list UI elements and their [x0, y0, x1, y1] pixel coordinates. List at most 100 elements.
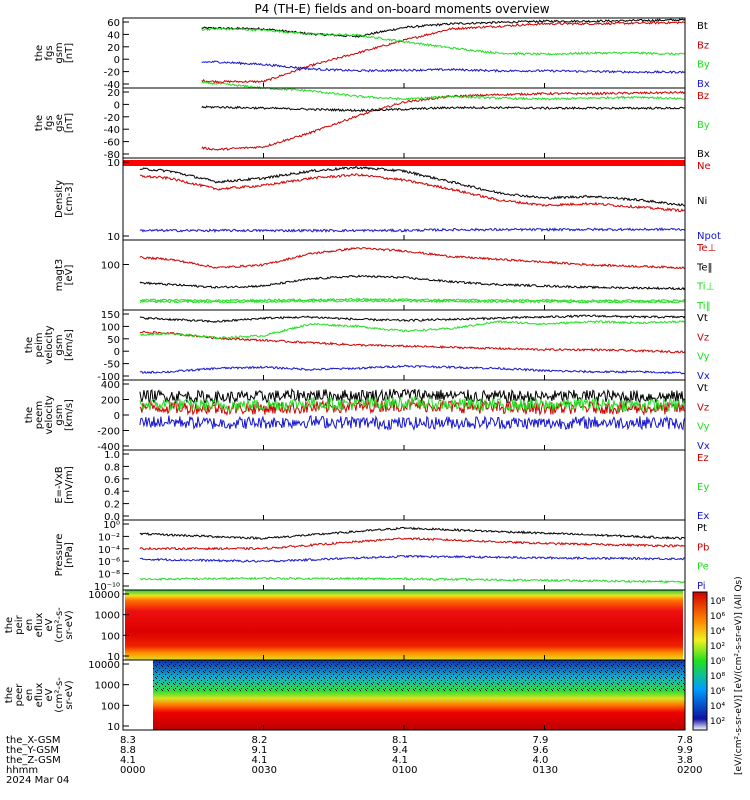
- ytick-label: 10⁰: [103, 520, 120, 531]
- series-Ni: [139, 165, 686, 207]
- xaxis-row-label: the_Z-GSM: [6, 755, 61, 766]
- ytick-label: -50: [104, 360, 120, 371]
- xaxis-row-label: hhmm: [6, 765, 38, 776]
- xaxis-value: 7.9: [533, 735, 549, 746]
- legend-Te⊥: Te⊥: [696, 243, 716, 254]
- xaxis-value: 4.1: [392, 755, 408, 766]
- xaxis-value: 4.1: [120, 755, 136, 766]
- panel-3: Density[cm-3] 10 10 Ne Ni Npot: [54, 157, 721, 243]
- spectrogram: [125, 590, 683, 660]
- series-Vy: [139, 395, 686, 413]
- ytick-label: -80: [104, 150, 120, 161]
- ytick-label: 10: [107, 232, 120, 243]
- xaxis-value: 0200: [677, 765, 702, 776]
- ytick-label: 60: [107, 18, 120, 29]
- series-Vt: [139, 314, 686, 324]
- ytick-label: -20: [104, 113, 120, 124]
- series-Bx: [201, 60, 685, 75]
- legend-Npot: Npot: [697, 231, 721, 242]
- legend-By: By: [697, 60, 710, 71]
- ytick-label: 1.0: [104, 450, 120, 461]
- ytick-label: 10000: [88, 590, 120, 601]
- ytick-label: 200: [101, 396, 120, 407]
- ytick-label: 0: [114, 100, 120, 111]
- series-Vy: [139, 320, 685, 340]
- panel-5-ylabel: thepeimvelocitygsm[km/s]: [24, 325, 75, 364]
- xaxis-row-label: 2024 Mar 04: [6, 775, 69, 786]
- ytick-label: 100: [101, 322, 120, 333]
- series-Npot: [139, 227, 686, 234]
- xaxis-value: 9.6: [533, 745, 549, 756]
- ytick-label: 10⁻⁶: [98, 557, 120, 568]
- ytick-label: 0.8: [104, 462, 120, 473]
- series-Ne: [139, 172, 685, 213]
- legend-Vz: Vz: [697, 402, 709, 413]
- series-Vt: [139, 387, 686, 405]
- ytick-label: 100: [101, 631, 120, 642]
- ytick-label: 100: [101, 701, 120, 712]
- legend-Ez: Ez: [697, 453, 709, 464]
- panel-6-ylabel: thepeemvelocitygsm[km/s]: [24, 395, 75, 434]
- ytick-label: 1000: [95, 681, 120, 692]
- panel-4: magt3[eV] 100 Te⊥ Te‖ Ti⊥ Ti‖: [54, 239, 716, 312]
- legend-Ey: Ey: [697, 482, 709, 493]
- xaxis-value: 9.9: [677, 745, 693, 756]
- panel-9-ylabel: thepeirenefluxeV(cm²-s-sr-eV): [4, 607, 75, 643]
- ytick-label: 0.2: [104, 500, 120, 511]
- xaxis-value: 0000: [120, 765, 145, 776]
- colorbar-tick: 10²: [710, 642, 725, 652]
- panel-4-ylabel: magt3[eV]: [54, 259, 75, 292]
- ytick-label: 0.0: [104, 512, 120, 523]
- panel-10-ylabel: thepeerenefluxeV(cm²-s-sr-eV): [4, 677, 75, 713]
- legend-Bt: Bt: [697, 21, 708, 32]
- legend-Te‖: Te‖: [696, 262, 713, 273]
- ytick-label: -200: [97, 427, 120, 438]
- legend-Vy: Vy: [697, 422, 710, 433]
- ytick-label: -100: [97, 372, 120, 383]
- series-By: [201, 27, 685, 56]
- figure-title: P4 (TH-E) fields and on-board moments ov…: [254, 2, 549, 16]
- ytick-label: 1000: [95, 611, 120, 622]
- legend-Bz: Bz: [697, 91, 709, 102]
- ytick-label: 10: [107, 722, 120, 733]
- colorbar-tick: 10⁰: [710, 657, 725, 667]
- series-Bx: [201, 105, 685, 113]
- colorbar-fill: [692, 591, 708, 731]
- colorbar-tick: 10⁶: [710, 687, 725, 697]
- panel-9: thepeirenefluxeV(cm²-s-sr-eV) 10000 1000 10…: [4, 589, 686, 663]
- legend-Vt: Vt: [697, 383, 708, 394]
- series-Vz: [139, 330, 686, 354]
- series-Te‖: [139, 274, 686, 291]
- legend-Pt: Pt: [697, 523, 707, 534]
- ytick-label: 10⁻¹⁰: [94, 582, 120, 593]
- legend-Bx: Bx: [697, 149, 710, 160]
- ytick-label: 0: [114, 55, 120, 66]
- legend-Bz: Bz: [697, 40, 709, 51]
- legend-Ti⊥: Ti⊥: [696, 282, 714, 293]
- separator-band: [123, 160, 685, 166]
- xaxis-value: 4.0: [533, 755, 549, 766]
- colorbar-tick: 10⁶: [710, 612, 725, 622]
- panel-7: E=-VxB[mV/m] 1.00.8 0.60.4 0.20.0 Ez Ey Ex: [54, 449, 709, 523]
- colorbar-label: [eV/(cm²-s-sr-eV)] [eV/(cm²-s-sr-eV)] (A…: [734, 576, 744, 775]
- xaxis-value: 0030: [252, 765, 277, 776]
- panel-3-ylabel: Density[cm-3]: [54, 180, 75, 218]
- colorbar-tick: 10⁴: [710, 627, 725, 637]
- colorbar-tick: 10²: [710, 717, 725, 727]
- xaxis-value: 7.8: [677, 735, 693, 746]
- colorbar: 10⁸ 10⁶ 10⁴ 10² 10⁰ 10⁸ 10⁶ 10⁴ 10² [eV/(cm²-s-sr…: [692, 576, 744, 775]
- legend-Vx: Vx: [697, 441, 710, 452]
- ytick-label: 20: [107, 43, 120, 54]
- legend-Pi: Pi: [697, 581, 706, 592]
- series-Vx: [139, 415, 686, 431]
- panel-2-frame: [122, 87, 686, 159]
- legend-Bx: Bx: [697, 79, 710, 90]
- legend-Vx: Vx: [697, 371, 710, 382]
- ytick-label: -400: [97, 442, 120, 453]
- series-Pi: [139, 554, 685, 563]
- ytick-label: 100: [101, 261, 120, 272]
- ytick-label: -40: [104, 125, 120, 136]
- series-Bz: [201, 20, 685, 84]
